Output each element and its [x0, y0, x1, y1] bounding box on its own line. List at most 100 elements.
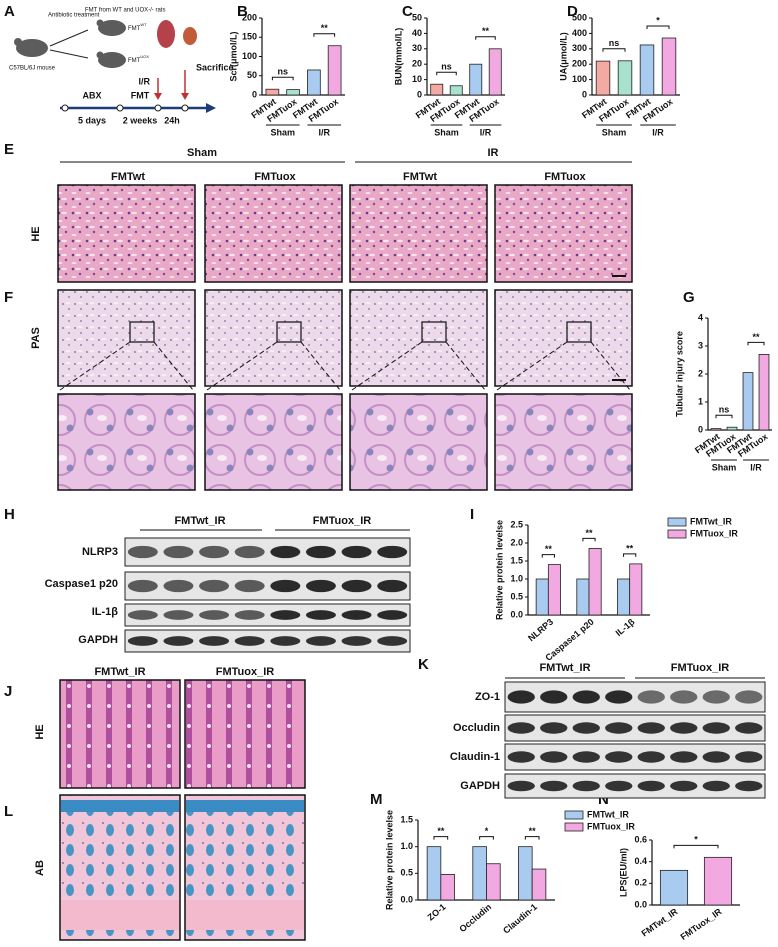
bar [488, 48, 502, 96]
bar [547, 564, 561, 616]
significance-label: ** [529, 826, 537, 836]
y-tick-label: 4 [698, 312, 703, 322]
blot-band [234, 610, 265, 620]
significance-bracket [747, 341, 765, 346]
significance-bracket [436, 71, 457, 76]
blot-band [637, 780, 665, 792]
blot-band [670, 780, 698, 792]
y-tick-label: 0.5 [400, 868, 413, 878]
blot-band [605, 780, 633, 792]
blot-band [540, 722, 568, 734]
bar [265, 88, 280, 96]
blot-label: Claudin-1 [450, 751, 500, 763]
blot-band [199, 636, 230, 646]
y-tick-label: 200 [242, 12, 257, 22]
legend-label: FMTwt_IR [587, 809, 629, 819]
zoom-line [153, 341, 194, 391]
panel-letter: K [418, 656, 429, 673]
blot-band [377, 545, 408, 559]
label: Sacrifice [196, 62, 234, 72]
legend-label: FMTwt_IR [690, 516, 732, 526]
blot-band [670, 690, 698, 704]
blot-band [702, 722, 730, 734]
y-tick-label: 100 [572, 74, 587, 84]
significance-label: * [694, 835, 698, 845]
y-axis-label: Relative protein levelse [494, 520, 504, 620]
zoom-line [445, 341, 486, 391]
group-label: FMTuox_IR [313, 515, 372, 527]
group-label: I/R [480, 127, 492, 137]
significance-label: * [485, 826, 489, 836]
bar [588, 548, 602, 616]
zoom-box [129, 321, 155, 343]
blot-band [127, 545, 158, 559]
group-label: I/R [652, 127, 664, 137]
blot-band [341, 579, 372, 593]
blot-band [735, 780, 763, 792]
y-tick-label: 1.0 [400, 841, 413, 851]
bar [472, 846, 487, 901]
he-colon-image [59, 679, 181, 789]
label: FMTWT [128, 22, 147, 32]
blot-band [735, 722, 763, 734]
label: C57BL/6J mouse [9, 66, 56, 72]
column-label: FMTwt [111, 171, 145, 183]
y-axis-label: Tubular injury score [674, 331, 684, 417]
group-label: FMTwt_IR [174, 515, 225, 527]
bar [659, 869, 689, 906]
significance-label: ** [545, 544, 553, 554]
group-label: FMTuox_IR [671, 662, 730, 674]
column-label: FMTuox [254, 171, 296, 183]
blot-label: ZO-1 [475, 691, 500, 703]
blot-band [507, 751, 535, 763]
y-tick-label: 20 [412, 59, 422, 69]
blot-label: IL-1β [92, 606, 119, 618]
significance-bracket [524, 836, 540, 840]
group-label: Sham [270, 127, 295, 137]
blot-band [127, 579, 158, 593]
panel-letter: D [567, 3, 578, 20]
column-label: FMTwt_IR [94, 666, 145, 678]
significance-label: ** [626, 543, 634, 553]
y-tick-label: 2.0 [510, 537, 523, 547]
pas-zoom-image [494, 393, 633, 491]
y-tick-label: 1.0 [510, 573, 523, 583]
panel-l: FMTwt_IR FMTuox_IR ZO-1 Occludin Claudin… [450, 662, 765, 792]
blot-band [305, 545, 336, 559]
panel-a-schematic: Antibiotic treatment FMT from WT and UOX… [9, 8, 234, 126]
pas-image [349, 289, 488, 387]
significance-label: ns [441, 62, 452, 72]
y-tick-label: 3 [698, 340, 703, 350]
ab-muscle-layer [186, 900, 304, 930]
significance-bracket [602, 48, 626, 52]
group-label: FMTwt_IR [539, 662, 590, 674]
blot-band [572, 751, 600, 763]
panel-letter: B [237, 3, 248, 20]
blot-band [163, 545, 194, 559]
zoom-box [566, 321, 592, 343]
bar [518, 846, 533, 901]
ab-mucus-layer [186, 800, 304, 812]
he-image [349, 184, 488, 283]
blot-band [199, 579, 230, 593]
blot-band [637, 690, 665, 704]
blot-label: Occludin [453, 722, 500, 734]
y-tick-label: 200 [572, 59, 587, 69]
bar [449, 85, 463, 96]
blot-band [305, 610, 336, 620]
y-tick-label: 0 [698, 424, 703, 434]
blot-label: NLRP3 [82, 546, 118, 558]
y-tick-label: 0 [582, 89, 587, 99]
zoom-line [590, 341, 631, 391]
significance-label: ** [752, 332, 760, 342]
row-label: HE [34, 724, 46, 739]
label: WT [140, 22, 147, 27]
blot-band [270, 636, 301, 646]
y-tick-label: 0 [417, 89, 422, 99]
blot-band [735, 751, 763, 763]
blot-band [702, 690, 730, 704]
pas-zoom-image [204, 393, 343, 491]
y-tick-label: 100 [242, 51, 257, 61]
zoom-line [351, 341, 423, 391]
